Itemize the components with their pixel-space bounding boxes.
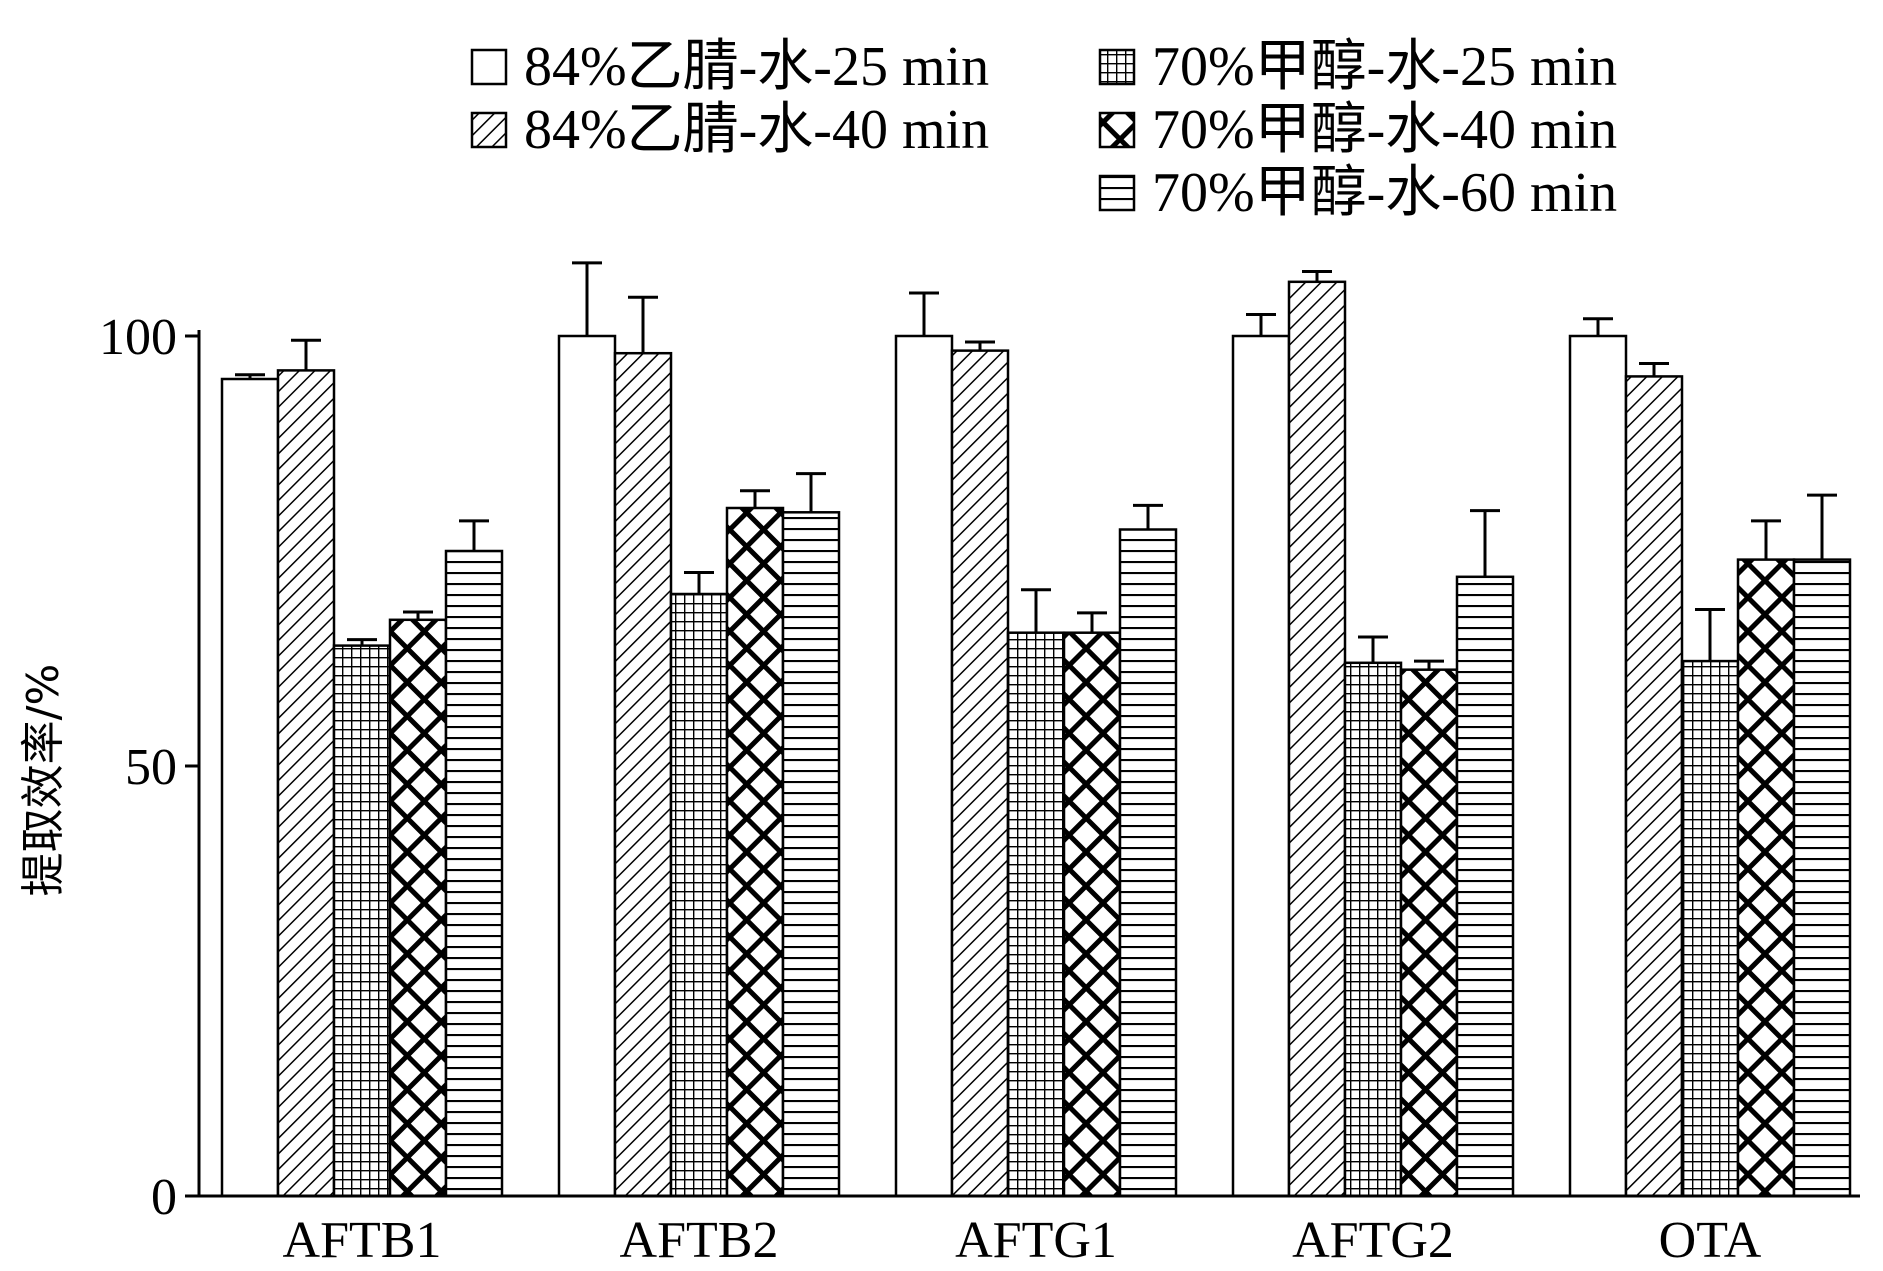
bar-aftg2-series-4	[1399, 668, 1459, 1198]
bar-aftb2-series-1	[557, 334, 617, 1198]
bar-aftb2-series-4	[725, 506, 785, 1198]
bar-aftb2-series-3	[669, 592, 729, 1198]
legend-swatch-series-2	[470, 111, 508, 149]
bars	[220, 280, 1852, 1198]
x-tick-label-aftb2: AFTB2	[620, 1212, 779, 1269]
x-tick-labels: AFTB1 AFTB2 AFTG1 AFTG2 OTA	[283, 1212, 1762, 1269]
bar-aftg1-series-5	[1118, 528, 1178, 1198]
error-bars	[235, 261, 1837, 670]
bar-aftb1-series-3	[332, 644, 392, 1198]
y-tick-label: 100	[99, 309, 177, 366]
bar-ota-series-1	[1568, 334, 1628, 1198]
bar-aftb2-series-5	[781, 511, 841, 1198]
bar-ota-series-3	[1680, 659, 1740, 1198]
bar-aftg1-series-1	[894, 334, 954, 1198]
y-tick-label: 0	[151, 1169, 177, 1226]
bar-aftb1-series-2	[276, 369, 336, 1198]
legend-swatch-series-3	[1098, 48, 1136, 86]
legend-label-series-2: 84%乙腈-水-40 min	[524, 99, 989, 161]
bar-aftg1-series-2	[950, 349, 1010, 1198]
x-tick-label-aftg1: AFTG1	[955, 1212, 1117, 1269]
legend-label-series-3: 70%甲醇-水-25 min	[1152, 36, 1617, 98]
bar-aftb1-series-1	[220, 377, 280, 1198]
legend-label-series-1: 84%乙腈-水-25 min	[524, 36, 989, 98]
axes	[197, 330, 1860, 1198]
bar-aftb1-series-5	[444, 549, 504, 1198]
bar-aftb2-series-2	[613, 351, 673, 1198]
y-ticks: 0 50 100	[99, 309, 199, 1226]
bar-aftg2-series-2	[1287, 280, 1347, 1198]
bar-aftb1-series-4	[388, 618, 448, 1198]
bar-ota-series-4	[1736, 558, 1796, 1198]
bar-aftg2-series-3	[1343, 661, 1403, 1198]
x-tick-label-aftg2: AFTG2	[1292, 1212, 1454, 1269]
y-axis-label: 提取效率/%	[18, 664, 69, 897]
bar-aftg2-series-1	[1231, 334, 1291, 1198]
legend-swatch-series-1	[470, 48, 508, 86]
bar-ota-series-2	[1624, 375, 1684, 1198]
bar-aftg1-series-4	[1062, 631, 1122, 1198]
bar-aftg1-series-3	[1006, 631, 1066, 1198]
legend-label-series-4: 70%甲醇-水-40 min	[1152, 99, 1617, 161]
legend-swatch-series-5	[1098, 174, 1136, 212]
legend-swatch-series-4	[1098, 111, 1136, 149]
x-tick-label-ota: OTA	[1659, 1212, 1762, 1269]
bar-ota-series-5	[1792, 558, 1852, 1198]
y-tick-label: 50	[125, 739, 177, 796]
bar-aftg2-series-5	[1455, 575, 1515, 1198]
legend-label-series-5: 70%甲醇-水-60 min	[1152, 162, 1617, 224]
x-tick-label-aftb1: AFTB1	[283, 1212, 442, 1269]
